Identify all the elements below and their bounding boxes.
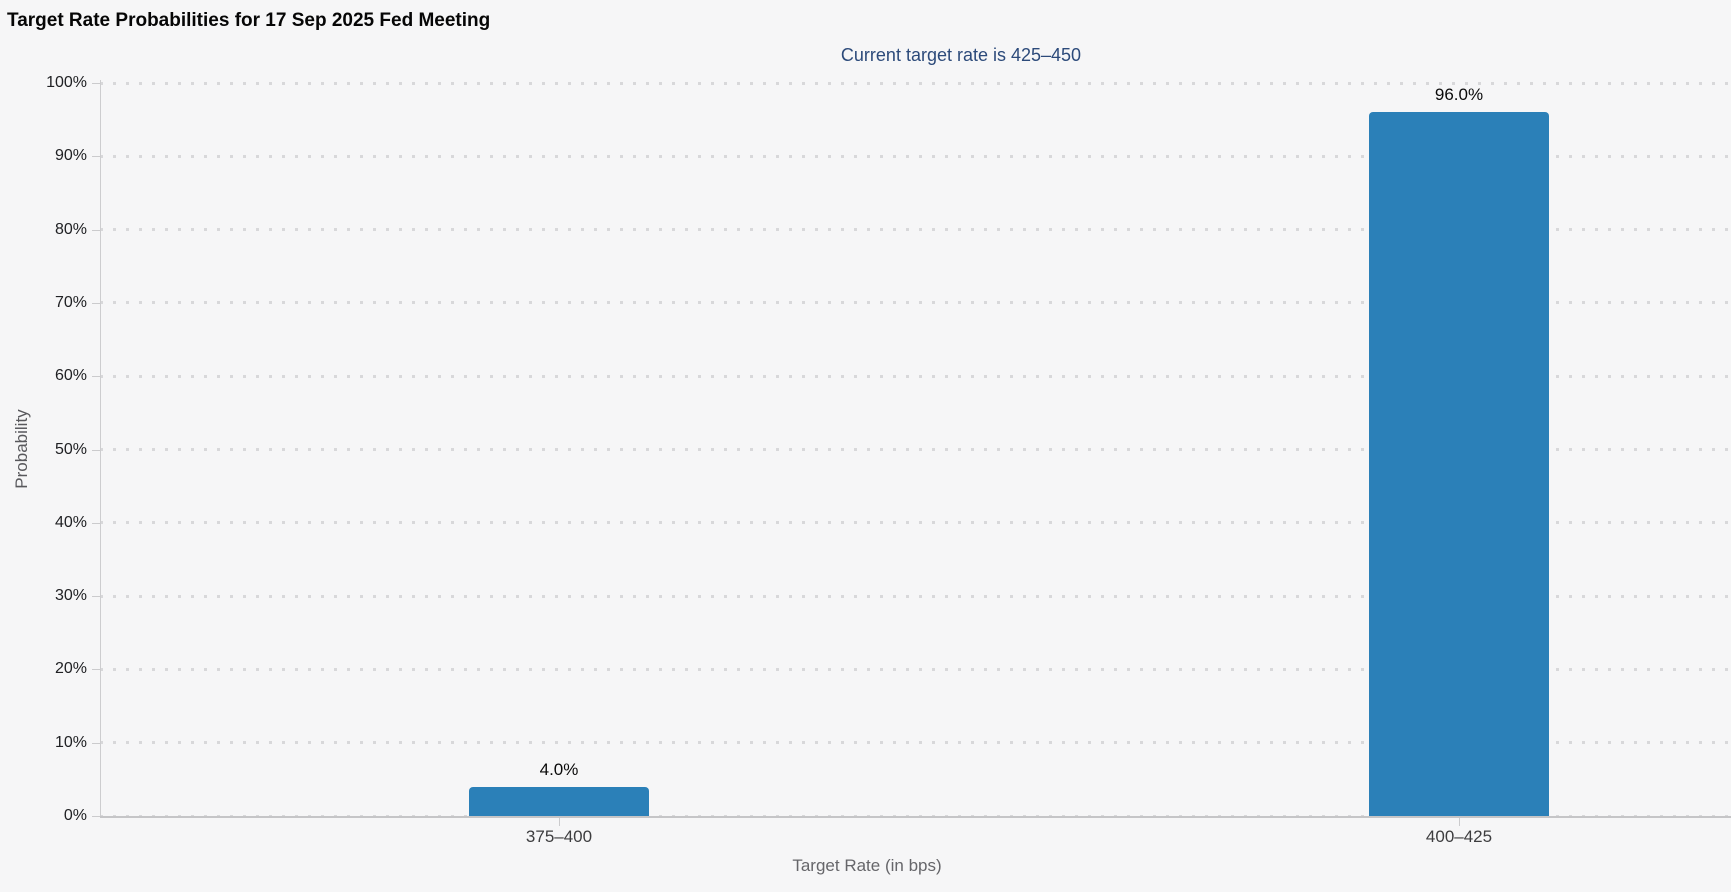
y-tick-label: 100% <box>46 74 87 91</box>
y-tick-label: 60% <box>54 367 87 385</box>
y-axis-tick <box>92 742 100 744</box>
x-category-label: 400–425 <box>1425 827 1493 846</box>
y-axis-tick <box>92 816 100 817</box>
gridline <box>100 154 1731 158</box>
bar-value-label: 96.0% <box>1434 85 1484 105</box>
x-axis-tick <box>559 818 560 826</box>
y-tick-label: 20% <box>54 660 87 678</box>
bar-400-425[interactable] <box>1369 112 1549 816</box>
gridline <box>100 81 1731 85</box>
y-tick-label: 30% <box>54 587 87 605</box>
gridline <box>100 374 1731 378</box>
y-axis-tick <box>92 376 100 378</box>
y-axis-tick <box>92 83 100 84</box>
x-axis-line <box>100 816 1731 818</box>
y-axis-tick <box>92 156 100 158</box>
gridline <box>100 741 1731 745</box>
y-axis-tick <box>92 596 100 598</box>
x-axis-title: Target Rate (in bps) <box>792 856 942 875</box>
y-axis-tick <box>92 229 100 231</box>
gridline <box>100 667 1731 671</box>
y-tick-label: 40% <box>54 513 87 531</box>
chart-subtitle: Current target rate is 425–450 <box>840 45 1082 65</box>
bar-value-label: 4.0% <box>539 759 579 779</box>
bar-375-400[interactable] <box>469 786 649 816</box>
y-tick-label: 10% <box>54 733 87 751</box>
gridline <box>100 228 1731 232</box>
y-axis-tick <box>92 302 100 304</box>
y-axis-line <box>100 80 101 817</box>
y-tick-label: 50% <box>54 440 87 458</box>
y-tick-label: 80% <box>54 220 87 238</box>
y-tick-label: 90% <box>54 147 87 165</box>
y-tick-label: 70% <box>54 293 87 311</box>
y-axis-tick <box>92 449 100 451</box>
y-tick-label: 0% <box>63 807 87 824</box>
gridline <box>100 521 1731 525</box>
gridline <box>100 594 1731 598</box>
gridline <box>100 301 1731 305</box>
y-axis-tick <box>92 669 100 671</box>
y-axis-tick <box>92 522 100 524</box>
gridline <box>100 448 1731 451</box>
x-category-label: 375–400 <box>525 827 593 846</box>
chart-title: Target Rate Probabilities for 17 Sep 202… <box>7 10 491 31</box>
x-axis-tick <box>1459 818 1460 826</box>
